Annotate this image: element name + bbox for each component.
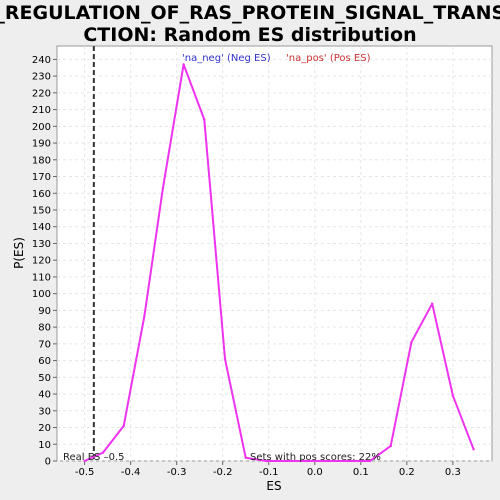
data-point xyxy=(327,459,330,463)
x-tick-label: 0.1 xyxy=(353,467,369,478)
x-tick-label: -0.3 xyxy=(167,467,187,478)
y-tick-label: 20 xyxy=(38,423,51,434)
y-tick-label: 160 xyxy=(32,189,51,200)
y-tick-label: 100 xyxy=(32,289,51,300)
x-tick-label: 0.2 xyxy=(399,467,415,478)
y-tick-label: 50 xyxy=(38,373,51,384)
data-point xyxy=(161,187,165,190)
data-point xyxy=(410,340,413,344)
x-tick-label: -0.1 xyxy=(259,467,279,478)
data-point xyxy=(306,459,310,463)
data-point xyxy=(143,314,146,317)
x-tick-label: 0.3 xyxy=(445,467,461,478)
x-axis-title: ES xyxy=(266,479,281,493)
data-point xyxy=(203,118,206,121)
y-tick-label: 40 xyxy=(38,390,51,401)
y-tick-label: 110 xyxy=(32,272,51,283)
data-point xyxy=(182,63,185,66)
y-tick-label: 120 xyxy=(32,256,51,267)
series-layer xyxy=(83,46,475,463)
grid xyxy=(57,46,492,462)
y-tick-label: 220 xyxy=(32,88,51,99)
data-point xyxy=(348,459,351,463)
y-tick-label: 240 xyxy=(32,55,51,66)
y-tick-label: 150 xyxy=(32,205,51,216)
data-point xyxy=(285,459,289,463)
y-tick-label: 70 xyxy=(38,339,51,350)
y-tick-label: 0 xyxy=(45,457,51,468)
y-tick-label: 10 xyxy=(38,440,51,451)
y-tick-label: 60 xyxy=(38,356,51,367)
y-tick-label: 140 xyxy=(32,222,51,233)
data-point xyxy=(430,302,434,305)
x-tick-label: 0.0 xyxy=(307,467,323,478)
axes: 0 10 20 30 40 50 60 70 80 90 100 110 120 130 140 150 160… xyxy=(32,55,461,478)
data-point xyxy=(122,424,125,428)
legend-pos: 'na_pos' (Pos ES) xyxy=(286,53,371,64)
y-axis-title: P(ES) xyxy=(12,237,26,269)
legend-neg: 'na_neg' (Neg ES) xyxy=(182,53,271,64)
data-point xyxy=(244,456,247,459)
y-tick-label: 230 xyxy=(32,72,51,83)
y-tick-label: 30 xyxy=(38,406,51,417)
series-line xyxy=(84,63,475,462)
data-point xyxy=(265,459,268,463)
y-tick-label: 80 xyxy=(38,323,51,334)
y-tick-label: 200 xyxy=(32,122,51,133)
y-tick-label: 170 xyxy=(32,172,51,183)
data-point xyxy=(368,459,372,463)
data-point xyxy=(223,357,227,361)
y-tick-label: 210 xyxy=(32,105,51,116)
data-point xyxy=(389,444,392,448)
x-tick-label: -0.4 xyxy=(121,467,141,478)
y-tick-label: 180 xyxy=(32,155,51,166)
data-point xyxy=(83,459,86,463)
y-tick-label: 90 xyxy=(38,306,51,317)
y-tick-label: 190 xyxy=(32,139,51,150)
y-tick-label: 130 xyxy=(32,239,51,250)
pos-scores-label: Sets with pos scores: 22% xyxy=(250,452,381,463)
x-tick-label: -0.5 xyxy=(75,467,95,478)
plot-area xyxy=(56,45,493,462)
data-point xyxy=(451,394,455,397)
chart-title-line-2: CTION: Random ES distribution xyxy=(83,24,416,46)
chart-title-line-1: GO_REGULATION_OF_RAS_PROTEIN_SIGNAL_TRAN… xyxy=(0,2,500,24)
data-point xyxy=(101,451,105,454)
x-tick-label: -0.2 xyxy=(213,467,233,478)
real-es-label: Real ES –0.5 xyxy=(63,452,124,463)
data-point xyxy=(472,448,475,451)
